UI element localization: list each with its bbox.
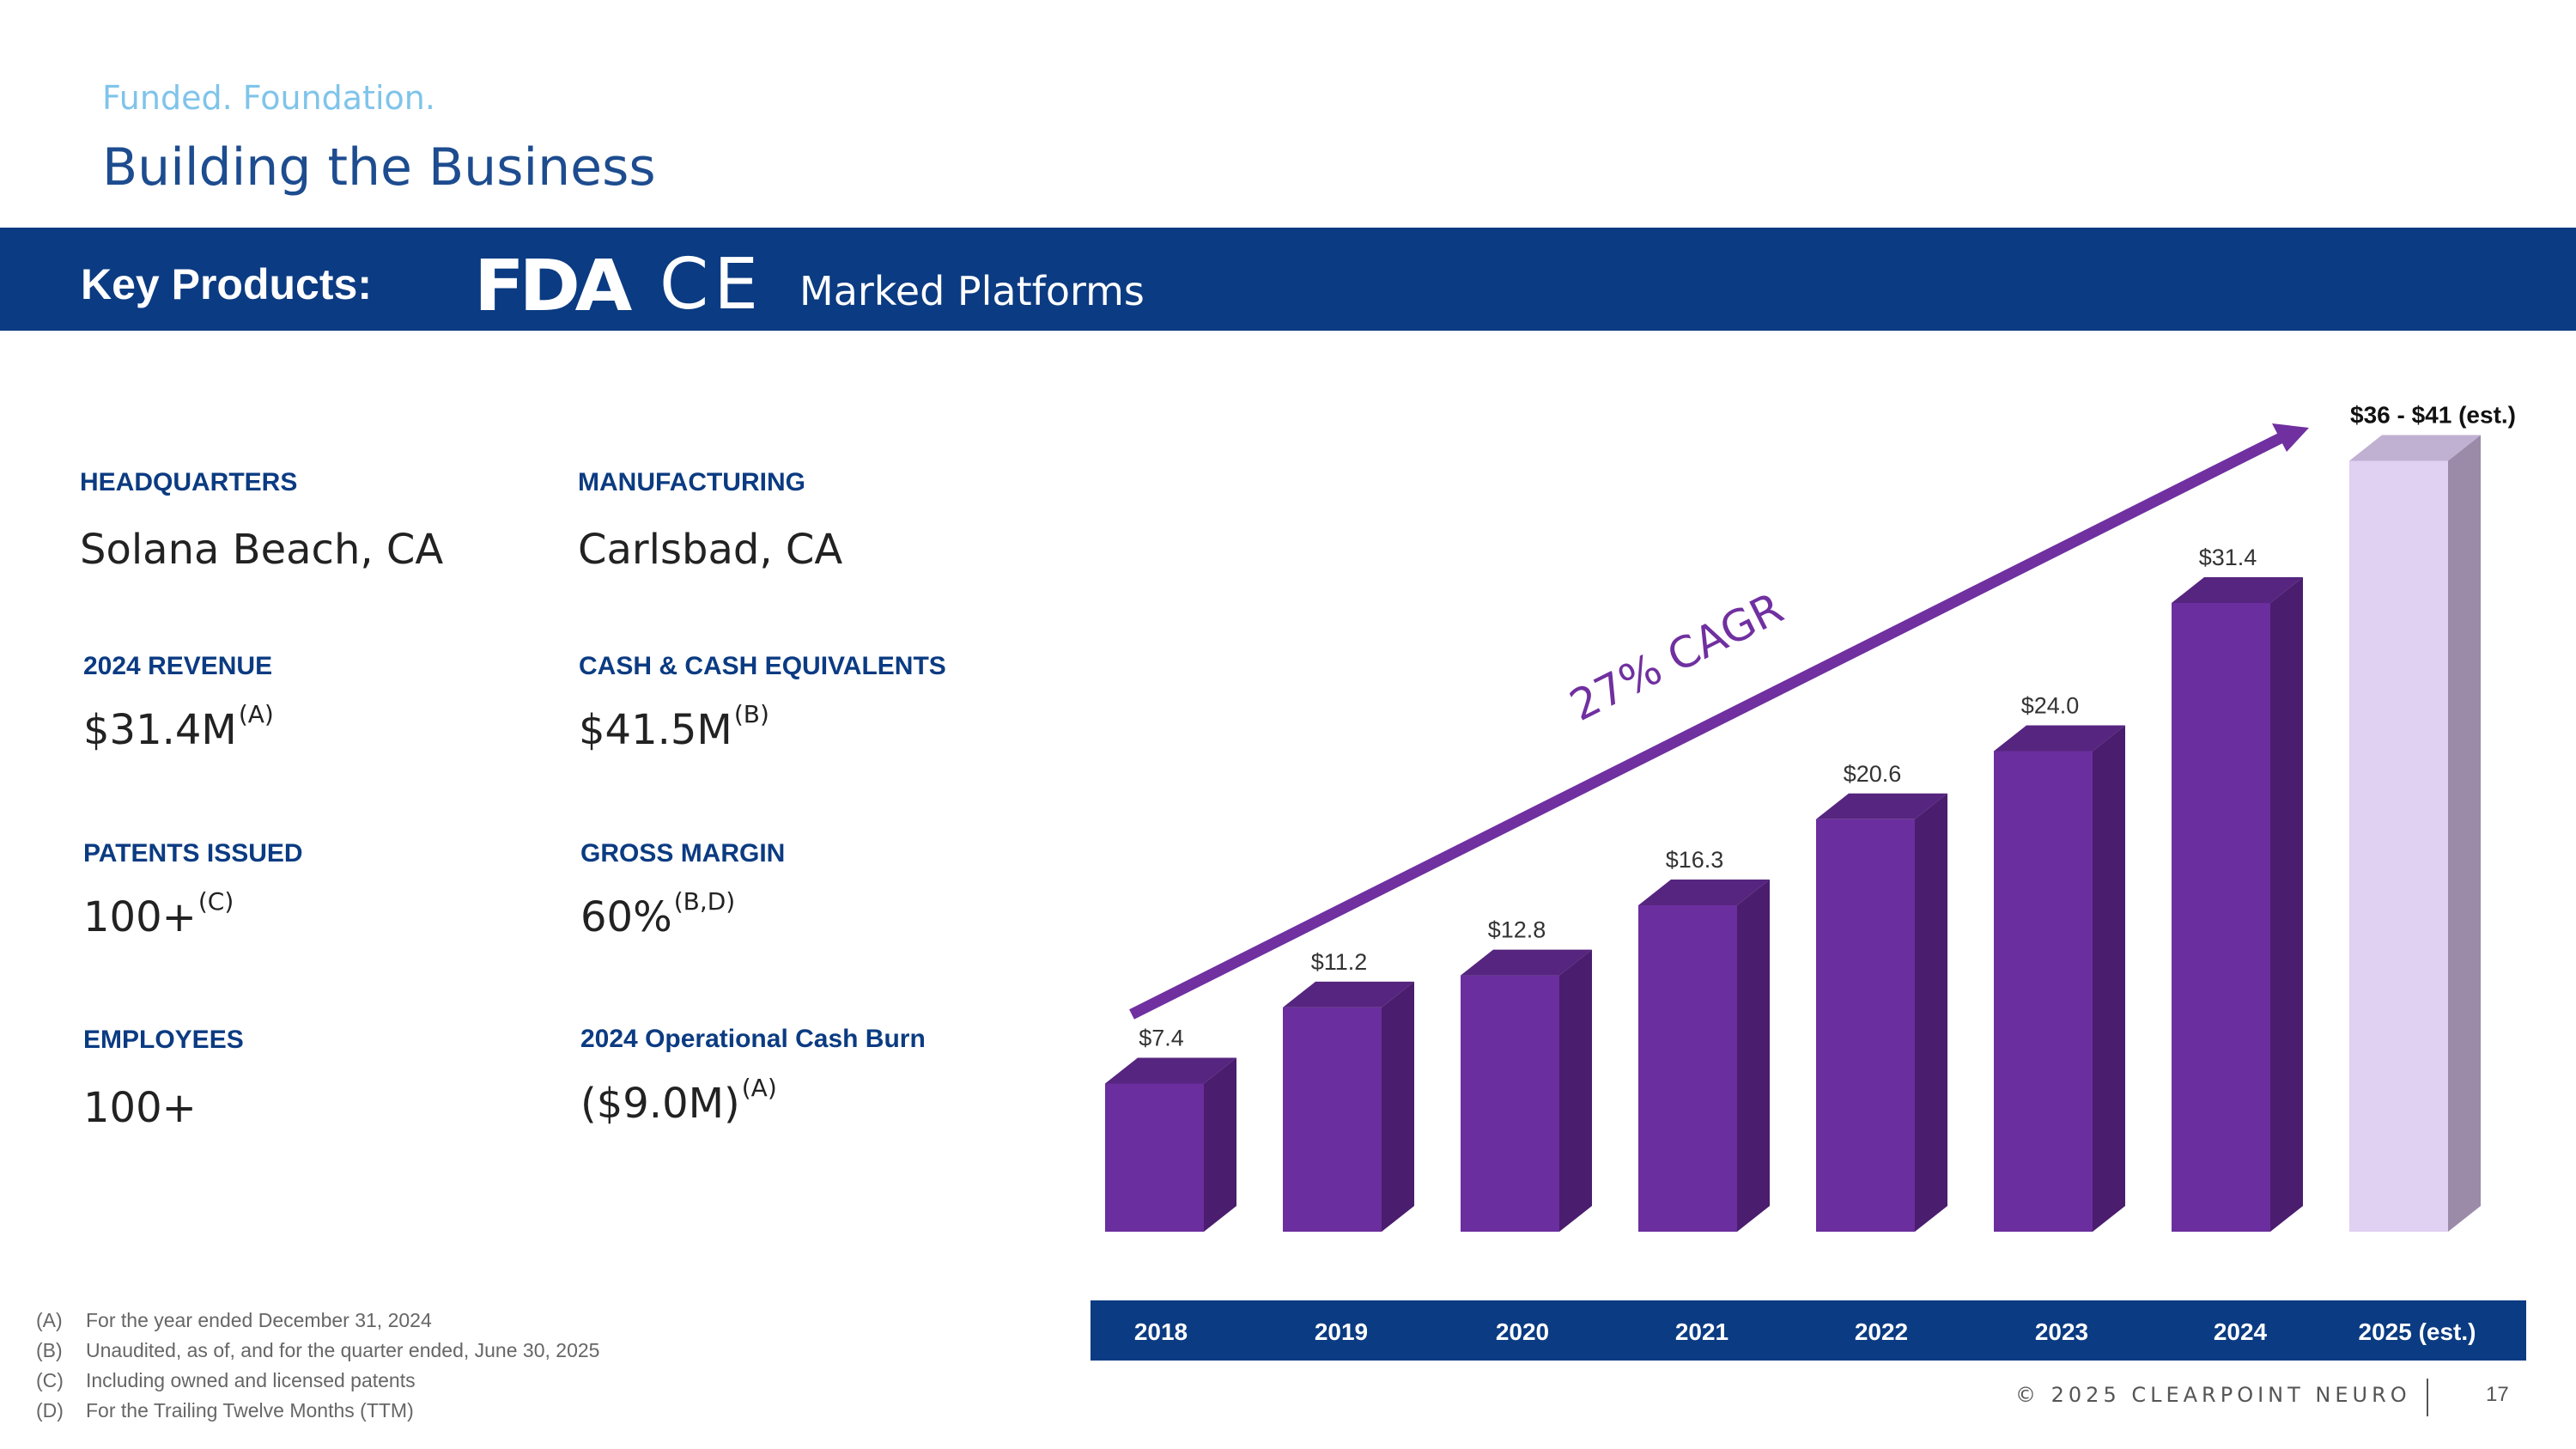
footnote-text: Including owned and licensed patents bbox=[86, 1369, 416, 1391]
tagline: Funded. Foundation. bbox=[102, 79, 435, 117]
gross-margin-amount: 60% bbox=[580, 893, 672, 941]
bar-front bbox=[2172, 603, 2270, 1232]
footnote-key: (C) bbox=[36, 1369, 64, 1391]
key-products-label: Key Products: bbox=[81, 260, 372, 308]
footnote-row: (A) For the year ended December 31, 2024 bbox=[36, 1306, 599, 1336]
bar-top bbox=[1283, 981, 1414, 1008]
patents-value: 100+(C) bbox=[83, 887, 234, 941]
bar-data-label: $16.3 bbox=[1666, 847, 1724, 873]
cash-label: CASH & CASH EQUIVALENTS bbox=[579, 652, 946, 680]
x-tick-label: 2019 bbox=[1315, 1318, 1368, 1345]
manufacturing-label: MANUFACTURING bbox=[578, 468, 805, 496]
bar-top bbox=[1638, 880, 1770, 906]
footnotes: (A) For the year ended December 31, 2024 … bbox=[36, 1306, 599, 1426]
patents-label: PATENTS ISSUED bbox=[83, 839, 303, 868]
bar-data-label: $20.6 bbox=[1844, 761, 1902, 787]
footnote-row: (C) Including owned and licensed patents bbox=[36, 1366, 599, 1396]
page-title: Building the Business bbox=[102, 137, 656, 198]
bar-top bbox=[1816, 793, 1947, 819]
employees-label: EMPLOYEES bbox=[83, 1026, 244, 1054]
footnote-key: (B) bbox=[36, 1339, 63, 1361]
bar-top bbox=[1994, 725, 2125, 752]
bar-top bbox=[1105, 1057, 1236, 1084]
bar-data-label: $11.2 bbox=[1311, 949, 1368, 975]
bar-side bbox=[2448, 435, 2481, 1232]
cash-burn-label: 2024 Operational Cash Burn bbox=[580, 1025, 926, 1053]
gross-margin-value: 60%(B,D) bbox=[580, 887, 735, 941]
bar-side bbox=[1915, 793, 1947, 1232]
footnote-key: (A) bbox=[36, 1309, 63, 1331]
cash-amount: $41.5M bbox=[579, 706, 732, 754]
bar-top bbox=[1461, 949, 1592, 976]
bar-data-label: $12.8 bbox=[1488, 917, 1546, 943]
patents-footnote-ref: (C) bbox=[197, 887, 234, 916]
x-tick-label: 2025 (est.) bbox=[2359, 1318, 2476, 1345]
bar-top bbox=[2172, 577, 2303, 603]
cagr-arrow-line bbox=[1129, 429, 2290, 1020]
gross-margin-label: GROSS MARGIN bbox=[580, 839, 786, 868]
bar-side bbox=[1382, 981, 1414, 1232]
bar-data-label: $24.0 bbox=[2021, 693, 2080, 719]
cash-footnote-ref: (B) bbox=[733, 700, 769, 728]
x-tick-label: 2023 bbox=[2035, 1318, 2088, 1345]
x-axis-band bbox=[1091, 1300, 2526, 1361]
bar-data-label: $31.4 bbox=[2199, 545, 2257, 570]
fda-logo: FDA bbox=[474, 246, 632, 327]
cash-burn-amount: ($9.0M) bbox=[580, 1080, 740, 1128]
x-tick-label: 2021 bbox=[1675, 1318, 1728, 1345]
cagr-arrow-head bbox=[2272, 423, 2309, 452]
headquarters-label: HEADQUARTERS bbox=[80, 468, 298, 496]
patents-amount: 100+ bbox=[83, 893, 197, 941]
ce-mark-logo: CE bbox=[659, 244, 764, 326]
x-tick-label: 2020 bbox=[1496, 1318, 1549, 1345]
bar-data-label: $36 - $41 (est.) bbox=[2350, 401, 2516, 428]
bar-side bbox=[1204, 1057, 1236, 1232]
employees-value: 100+ bbox=[83, 1084, 197, 1132]
page-number: 17 bbox=[2486, 1383, 2509, 1406]
x-tick-label: 2022 bbox=[1855, 1318, 1908, 1345]
footnote-text: Unaudited, as of, and for the quarter en… bbox=[86, 1339, 600, 1361]
bar-front bbox=[1283, 1007, 1382, 1232]
revenue-label: 2024 REVENUE bbox=[83, 652, 273, 680]
copyright: © 2025 CLEARPOINT NEURO bbox=[2015, 1383, 2411, 1407]
cash-burn-footnote-ref: (A) bbox=[741, 1074, 777, 1102]
bar-front bbox=[1461, 975, 1559, 1232]
footnote-row: (B) Unaudited, as of, and for the quarter… bbox=[36, 1336, 599, 1366]
bar-front bbox=[2349, 460, 2448, 1232]
cash-burn-value: ($9.0M)(A) bbox=[580, 1074, 777, 1128]
headquarters-value: Solana Beach, CA bbox=[80, 526, 444, 574]
bar-side bbox=[1737, 880, 1770, 1232]
bar-side bbox=[1559, 949, 1592, 1232]
cagr-annotation: 27% CAGR bbox=[1562, 583, 1790, 731]
gross-margin-footnote-ref: (B,D) bbox=[673, 887, 736, 916]
bar-front bbox=[1638, 905, 1737, 1232]
bar-side bbox=[2093, 725, 2125, 1232]
footnote-row: (D) For the Trailing Twelve Months (TTM) bbox=[36, 1396, 599, 1426]
manufacturing-value: Carlsbad, CA bbox=[578, 526, 843, 574]
bar-front bbox=[1105, 1083, 1204, 1232]
x-tick-label: 2018 bbox=[1134, 1318, 1188, 1345]
footnote-key: (D) bbox=[36, 1399, 64, 1422]
bar-front bbox=[1994, 751, 2093, 1232]
revenue-value: $31.4M(A) bbox=[83, 700, 274, 754]
bar-front bbox=[1816, 819, 1915, 1232]
bar-top bbox=[2349, 435, 2481, 461]
revenue-amount: $31.4M bbox=[83, 706, 237, 754]
footnote-text: For the year ended December 31, 2024 bbox=[86, 1309, 432, 1331]
footer-divider bbox=[2427, 1379, 2428, 1416]
revenue-footnote-ref: (A) bbox=[238, 700, 274, 728]
marked-platforms-text: Marked Platforms bbox=[799, 268, 1145, 314]
bar-side bbox=[2270, 577, 2303, 1232]
key-products-band bbox=[0, 228, 2576, 331]
bar-data-label: $7.4 bbox=[1139, 1025, 1184, 1050]
x-tick-label: 2024 bbox=[2214, 1318, 2268, 1345]
cash-value: $41.5M(B) bbox=[579, 700, 769, 754]
footnote-text: For the Trailing Twelve Months (TTM) bbox=[86, 1399, 414, 1422]
